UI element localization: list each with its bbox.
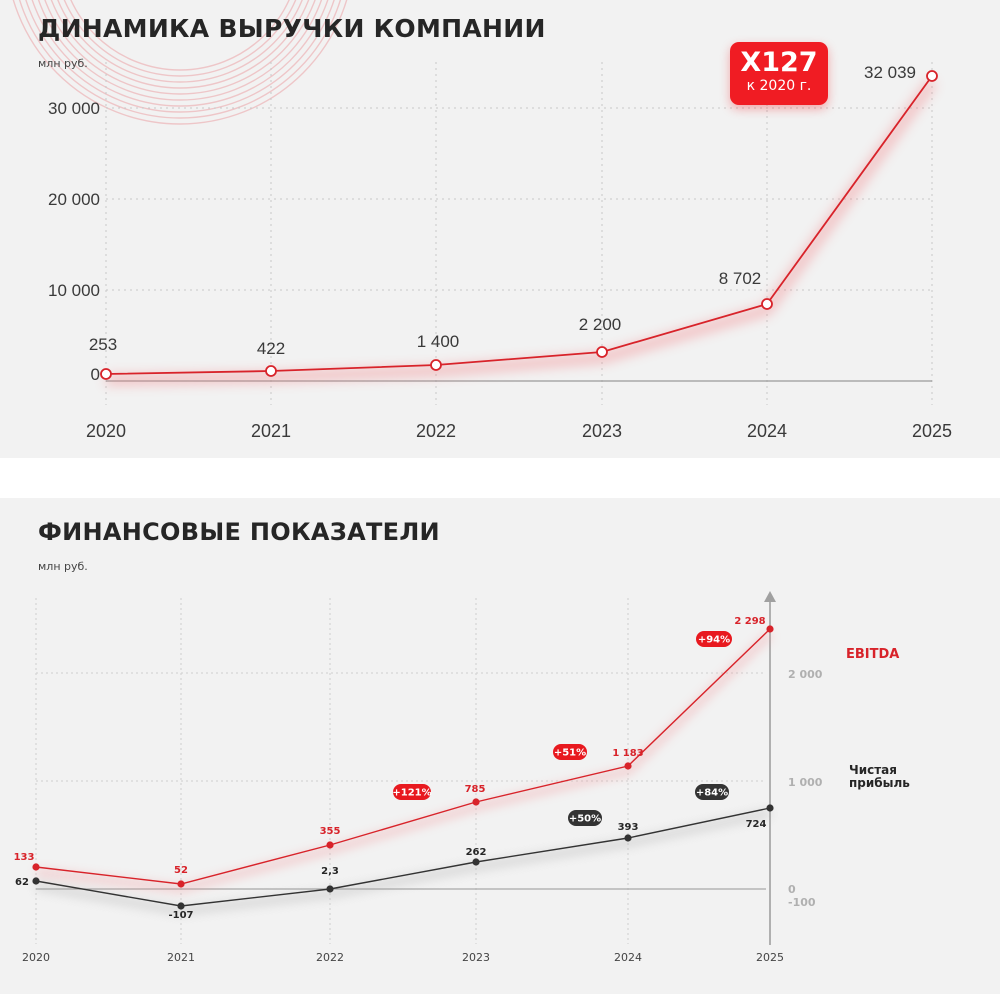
- data-value-label: 253: [89, 335, 117, 354]
- net-profit-line: [35, 807, 771, 907]
- x-tick-label: 2022: [416, 421, 456, 441]
- legend-net-profit-line1: Чистая: [849, 763, 897, 777]
- svg-text:+94%: +94%: [698, 635, 730, 646]
- svg-text:+121%: +121%: [392, 788, 431, 799]
- growth-multiplier-badge: X127 к 2020 г.: [730, 42, 828, 105]
- ebitda-point: [32, 863, 40, 871]
- finance-unit-label: млн руб.: [38, 560, 88, 573]
- y-tick-label: 1 000: [788, 776, 823, 789]
- y-tick-label: 10 000: [48, 281, 100, 300]
- data-point-marker: [265, 365, 277, 377]
- y-tick-label: 2 000: [788, 668, 823, 681]
- ebitda-value-label: 1 183: [612, 748, 643, 759]
- net-profit-value-label: 393: [618, 822, 639, 833]
- svg-text:+84%: +84%: [696, 788, 728, 799]
- x-tick-label: 2023: [462, 951, 490, 964]
- ebitda-value-label: 133: [14, 852, 35, 863]
- data-point-marker: [761, 298, 773, 310]
- ebitda-point: [766, 625, 774, 633]
- data-value-label: 1 400: [417, 332, 460, 351]
- x-tick-label: 2022: [316, 951, 344, 964]
- data-point-marker: [100, 368, 112, 380]
- growth-badge-ebitda: +121%: [392, 784, 432, 800]
- net-profit-value-label: 262: [466, 847, 487, 858]
- badge-main-text: X127: [740, 47, 818, 78]
- y-axis-arrow-icon: [764, 591, 776, 602]
- legend-net-profit: Чистая прибыль: [849, 764, 910, 790]
- svg-text:+51%: +51%: [554, 748, 586, 759]
- y-tick-label: 20 000: [48, 190, 100, 209]
- net-profit-point: [326, 885, 334, 893]
- x-tick-label: 2020: [22, 951, 50, 964]
- data-value-label: 2 200: [579, 315, 622, 334]
- revenue-line-chart: 0 10 000 20 000 30 000 2020 2021 2022 2023 2024 2…: [48, 62, 952, 441]
- y-tick-label: 30 000: [48, 99, 100, 118]
- x-tick-label: 2024: [747, 421, 787, 441]
- net-profit-value-label: -107: [168, 910, 193, 921]
- legend-net-profit-line2: прибыль: [849, 776, 910, 790]
- svg-text:+50%: +50%: [569, 814, 601, 825]
- y-tick-label: 0: [788, 883, 796, 896]
- ebitda-value-label: 355: [320, 826, 341, 837]
- net-profit-point: [624, 834, 632, 842]
- data-value-label: 422: [257, 339, 285, 358]
- net-profit-glow: [35, 809, 771, 916]
- ebitda-value-label: 2 298: [734, 616, 765, 627]
- ebitda-point: [177, 880, 185, 888]
- y-tick-label: 0: [91, 365, 100, 384]
- x-tick-label: 2025: [912, 421, 952, 441]
- growth-badge-ebitda: +51%: [553, 744, 587, 760]
- ebitda-value-label: 52: [174, 865, 188, 876]
- growth-badge-net-profit: +50%: [568, 810, 602, 826]
- ebitda-glow: [35, 631, 773, 894]
- growth-badge-ebitda: +94%: [696, 631, 732, 647]
- ebitda-point: [472, 798, 480, 806]
- net-profit-value-label: 2,3: [321, 866, 339, 877]
- revenue-chart-panel: ДИНАМИКА ВЫРУЧКИ КОМПАНИИ млн руб. 0 10 0…: [0, 0, 1000, 458]
- net-profit-point: [177, 902, 185, 910]
- ebitda-point: [624, 762, 632, 770]
- growth-badge-net-profit: +84%: [695, 784, 729, 800]
- line-glow: [105, 79, 937, 385]
- decorative-rings: [12, 0, 348, 125]
- x-tick-label: 2021: [251, 421, 291, 441]
- net-profit-point: [32, 877, 40, 885]
- net-profit-value-label: 724: [746, 819, 767, 830]
- revenue-unit-label: млн руб.: [38, 57, 88, 70]
- ebitda-line: [35, 628, 771, 885]
- net-profit-value-label: 62: [15, 877, 29, 888]
- financial-indicators-panel: ФИНАНСОВЫЕ ПОКАЗАТЕЛИ млн руб. -100 0 1 00…: [0, 498, 1000, 994]
- data-value-label: 32 039: [864, 63, 916, 82]
- x-tick-label: 2021: [167, 951, 195, 964]
- x-tick-label: 2025: [756, 951, 784, 964]
- net-profit-point: [472, 858, 480, 866]
- finance-chart-title: ФИНАНСОВЫЕ ПОКАЗАТЕЛИ: [38, 518, 440, 546]
- ebitda-value-label: 785: [465, 784, 486, 795]
- legend-ebitda: EBITDA: [846, 647, 900, 662]
- x-tick-label: 2024: [614, 951, 642, 964]
- data-value-label: 8 702: [719, 269, 762, 288]
- data-point-marker: [596, 346, 608, 358]
- revenue-chart-title: ДИНАМИКА ВЫРУЧКИ КОМПАНИИ: [38, 14, 546, 43]
- ebitda-point: [326, 841, 334, 849]
- data-point-marker: [926, 70, 938, 82]
- y-tick-label: -100: [788, 896, 816, 909]
- net-profit-point: [766, 804, 774, 812]
- revenue-line: [105, 75, 933, 375]
- data-point-marker: [430, 359, 442, 371]
- x-tick-label: 2023: [582, 421, 622, 441]
- x-tick-label: 2020: [86, 421, 126, 441]
- badge-sub-text: к 2020 г.: [746, 78, 812, 94]
